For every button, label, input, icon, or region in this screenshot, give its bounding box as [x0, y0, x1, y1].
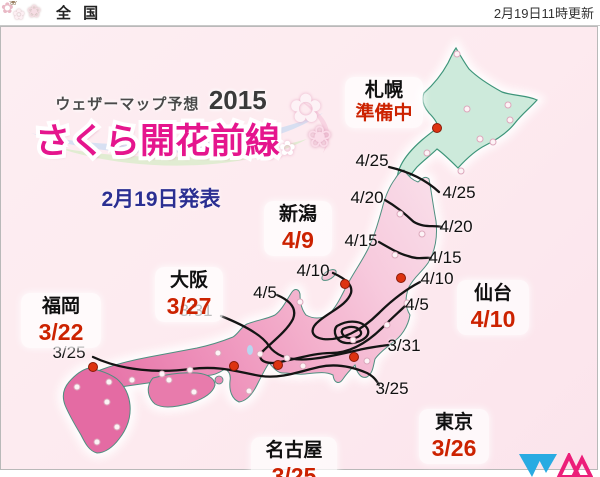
dot-fukuoka	[88, 362, 98, 372]
contour-label: 3/25	[375, 379, 409, 398]
forecast-city-dots	[88, 123, 442, 372]
contour-4-10	[311, 271, 422, 341]
sakura-flower-icon: ✿	[289, 87, 323, 131]
contour-label: 4/10	[296, 261, 330, 280]
contour-label: 4/10	[420, 269, 454, 288]
japan-map	[31, 27, 599, 471]
announce-date: 2月19日発表	[101, 188, 221, 211]
city-name: 札幌	[364, 80, 403, 101]
bloom-front-contours	[91, 165, 444, 387]
contour-4-5	[259, 293, 407, 365]
main-title: さくら開花前線 さくら開花前線	[31, 113, 335, 165]
title-swoosh-green	[56, 139, 307, 166]
main-title-outline: さくら開花前線	[31, 118, 284, 165]
weathermap-logo: weather map	[513, 451, 594, 477]
contour-3-25	[91, 355, 381, 387]
lake-biwa	[247, 345, 253, 355]
sakura-photo-icon: ✿ ❀ ✿ ❀	[1, 0, 42, 22]
contour-3-31	[219, 314, 390, 361]
city-name: 大阪	[169, 270, 208, 291]
updated-timestamp: 2月19日11時更新	[493, 6, 594, 21]
main-title-text: さくら開花前線	[35, 122, 281, 161]
title-swoosh-blue	[31, 113, 323, 154]
city-label-sapporo: 札幌 準備中	[345, 77, 423, 128]
contour-label: 3/31	[387, 336, 421, 355]
weathermap-logo-marks	[519, 451, 594, 477]
region-tab[interactable]: 全 国	[56, 5, 103, 22]
city-forecast: 3/26	[431, 434, 477, 461]
contour-label: 4/5	[405, 295, 429, 314]
contour-alps-loop-inner	[340, 325, 363, 340]
title-swoosh-pink	[301, 101, 330, 153]
city-forecast: 準備中	[355, 102, 413, 124]
sakura-flower-icon: ✿	[279, 138, 296, 160]
sakura-flower-icon: ❀	[307, 121, 333, 154]
contour-label: 4/20	[350, 188, 384, 207]
city-name: 福岡	[41, 296, 80, 317]
brand-text: ウェザーマップ予想	[55, 96, 200, 113]
contour-alps-loop-outer	[333, 320, 370, 345]
city-name: 仙台	[473, 283, 512, 304]
city-forecast: 3/27	[166, 292, 212, 319]
dot-tokyo	[349, 352, 359, 362]
contour-label: 4/20	[439, 217, 473, 236]
city-forecast: 3/22	[38, 318, 84, 345]
dot-sendai	[396, 273, 406, 283]
contour-label: 4/15	[428, 248, 462, 267]
city-name: 名古屋	[265, 440, 323, 461]
city-label-tokyo: 東京 3/26	[419, 409, 489, 465]
city-forecast: 4/10	[470, 305, 516, 332]
contour-4-20	[383, 198, 444, 229]
dot-osaka	[229, 361, 239, 371]
dot-nagoya	[273, 360, 283, 370]
contour-label: 4/25	[442, 183, 476, 202]
city-label-sendai: 仙台 4/10	[457, 280, 529, 336]
city-label-osaka: 大阪 3/27	[155, 267, 223, 323]
city-forecast: 4/9	[282, 226, 314, 253]
page-header: ✿ ❀ ✿ ❀ 全 国 2月19日11時更新	[0, 0, 600, 26]
awaji-island	[214, 375, 224, 385]
contour-4-15	[377, 240, 433, 260]
city-label-nagoya: 名古屋 3/25	[251, 437, 337, 477]
dot-sapporo	[432, 123, 442, 133]
dot-niigata	[340, 279, 350, 289]
brand-year: 2015	[208, 85, 267, 115]
city-label-niigata: 新潟 4/9	[264, 201, 332, 257]
contour-label: 4/5	[253, 283, 277, 302]
city-name: 新潟	[278, 204, 317, 225]
forecast-map-panel: ウェザーマップ予想 2015 さくら開花前線 さくら開花前線 ✿ ❀ ✿ 2月1…	[0, 26, 599, 477]
city-forecast: 3/25	[271, 462, 317, 477]
brand-line: ウェザーマップ予想 2015	[1, 85, 321, 116]
contour-4-25	[387, 165, 441, 194]
contour-label: 4/15	[344, 231, 378, 250]
contour-label: 4/25	[355, 151, 389, 170]
minor-city-dots	[73, 50, 514, 446]
city-name: 東京	[434, 412, 473, 433]
city-label-fukuoka: 福岡 3/22	[21, 293, 101, 349]
